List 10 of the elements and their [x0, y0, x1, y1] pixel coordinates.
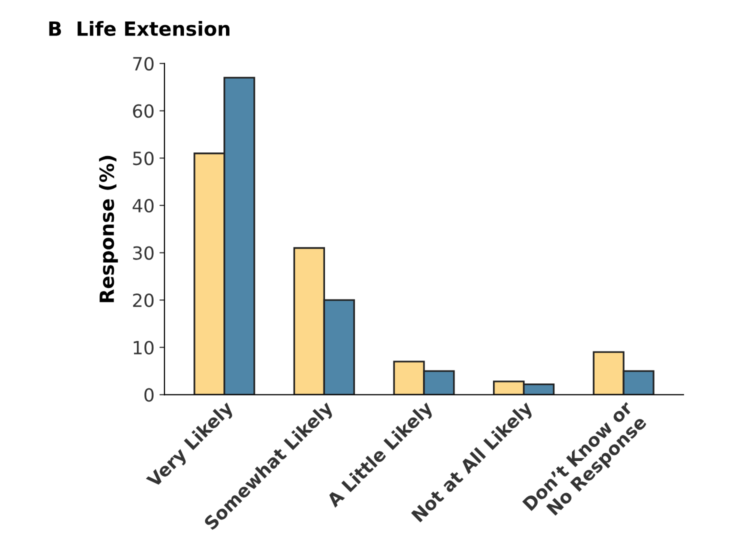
y-tick-label: 60: [133, 104, 154, 118]
y-tick-label: 30: [133, 246, 154, 260]
chart-title: B Life Extension: [49, 20, 230, 36]
y-tick-label: 70: [133, 56, 154, 71]
y-tick-label: 40: [132, 198, 154, 213]
y-tick-label: 20: [133, 294, 154, 308]
y-axis-title: Response (%): [99, 156, 118, 302]
y-tick-label: 10: [134, 340, 154, 354]
y-tick-label: 50: [133, 152, 154, 166]
y-tick-label: 0: [144, 388, 154, 402]
